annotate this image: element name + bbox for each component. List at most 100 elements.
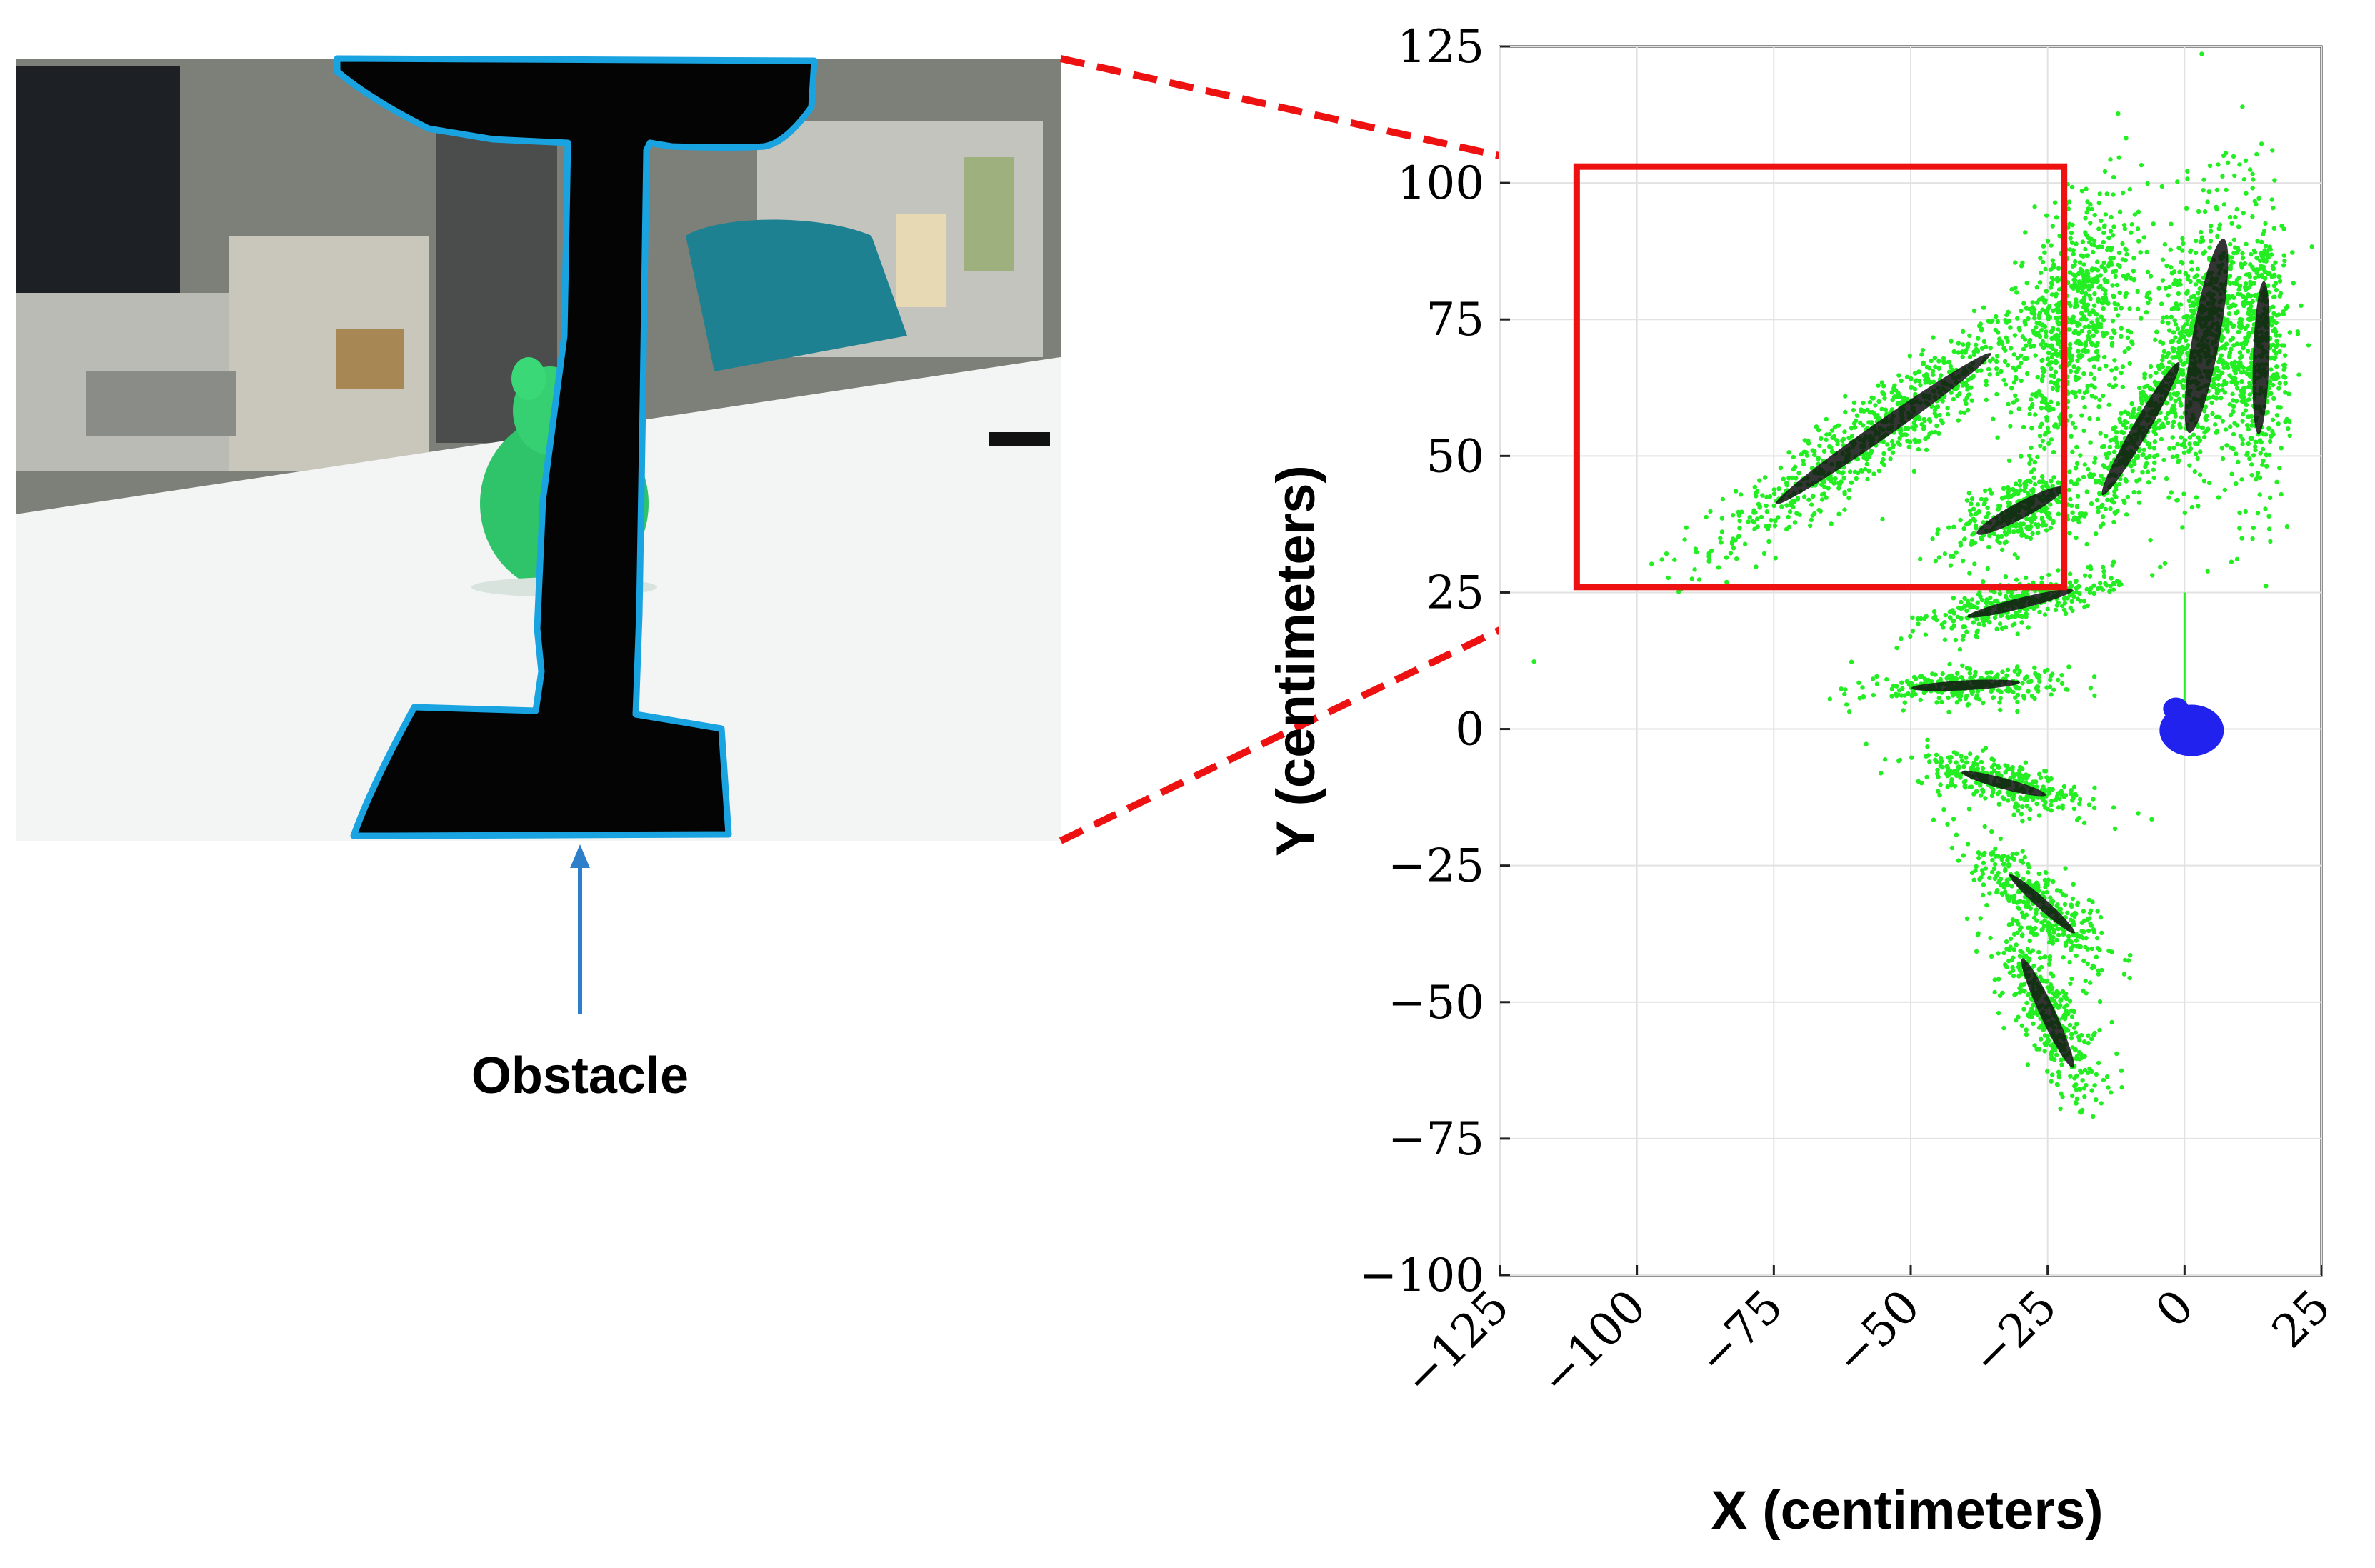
scatter-point — [2001, 346, 2006, 351]
scatter-point — [2051, 974, 2056, 979]
scatter-point — [2172, 318, 2177, 323]
scatter-point — [2056, 499, 2061, 504]
scatter-point — [2108, 229, 2114, 234]
scatter-point — [2195, 441, 2200, 446]
scatter-point — [1997, 700, 2002, 705]
scatter-point — [2226, 365, 2231, 370]
scatter-point — [1882, 396, 1887, 401]
scatter-point — [2227, 274, 2233, 279]
scatter-point — [2009, 957, 2014, 963]
scatter-point — [2121, 498, 2126, 503]
scatter-point — [2281, 253, 2286, 258]
scatter-point — [2241, 211, 2246, 216]
scatter-point — [1957, 697, 1963, 702]
scatter-point — [1939, 759, 1944, 765]
scatter-point — [2132, 461, 2137, 466]
scatter-point — [1995, 534, 2001, 539]
scatter-point — [2091, 472, 2096, 477]
scatter-point — [1842, 691, 1847, 696]
scatter-point — [1906, 426, 1911, 431]
scatter-point — [2175, 497, 2180, 503]
scatter-point — [2231, 398, 2236, 403]
scatter-point — [1898, 394, 1903, 399]
scatter-point — [2119, 306, 2124, 311]
scatter-point — [2136, 500, 2142, 505]
scatter-point — [1964, 498, 1970, 503]
scatter-point — [2089, 383, 2094, 388]
scatter-point — [2046, 350, 2051, 356]
scatter-point — [1979, 368, 1984, 373]
scatter-point — [2050, 484, 2055, 489]
scatter-point — [2095, 946, 2101, 951]
scatter-point — [1974, 693, 1979, 698]
scatter-point — [1991, 531, 1997, 536]
scatter-point — [2263, 221, 2268, 226]
scatter-point — [2210, 411, 2215, 416]
scatter-point — [2231, 237, 2237, 242]
scatter-point — [2120, 257, 2125, 262]
scatter-point — [2054, 1082, 2060, 1087]
scatter-point — [2059, 604, 2065, 609]
scatter-point — [2084, 1082, 2089, 1088]
scatter-point — [2081, 275, 2086, 280]
scatter-point — [2080, 1078, 2085, 1083]
scatter-point — [1730, 536, 1736, 541]
scatter-point — [1755, 524, 1760, 529]
scatter-point — [2220, 174, 2225, 179]
scatter-point — [2141, 452, 2146, 457]
scatter-point — [1806, 497, 1811, 502]
scatter-point — [2075, 320, 2080, 326]
scatter-point — [2125, 494, 2130, 500]
scatter-point — [1974, 949, 1979, 954]
scatter-point — [2013, 393, 2018, 398]
scatter-point — [1951, 524, 1956, 529]
scatter-point — [2024, 371, 2030, 376]
scatter-point — [2073, 394, 2079, 399]
scatter-point — [2220, 370, 2225, 375]
scatter-point — [2096, 200, 2101, 206]
scatter-point — [2070, 449, 2075, 454]
scatter-point — [2103, 506, 2108, 511]
scatter-point — [1974, 605, 1979, 610]
scatter-point — [2021, 899, 2026, 904]
scatter-point — [2271, 396, 2276, 401]
scatter-point — [2109, 1019, 2114, 1025]
scatter-point — [1859, 469, 1864, 474]
scatter-point — [2093, 479, 2099, 484]
scatter-point — [1881, 451, 1886, 456]
scatter-point — [2006, 500, 2011, 505]
scatter-point — [1991, 762, 1996, 767]
scatter-point — [1996, 765, 2001, 770]
scatter-point — [2253, 447, 2258, 453]
scatter-point — [2231, 409, 2236, 414]
scatter-point — [2045, 667, 2050, 673]
scatter-point — [1905, 439, 1910, 444]
scatter-point — [2170, 346, 2175, 351]
scatter-point — [2147, 445, 2152, 450]
scatter-point — [2004, 594, 2009, 599]
scatter-point — [1869, 420, 1874, 426]
scatter-point — [2016, 364, 2021, 369]
scatter-point — [1754, 564, 1759, 569]
scatter-point — [2071, 314, 2076, 319]
scatter-point — [2240, 411, 2246, 417]
scatter-point — [1946, 525, 1951, 530]
scatter-point — [2085, 947, 2090, 952]
scatter-point — [2081, 371, 2086, 376]
scatter-point — [2063, 1014, 2068, 1019]
scatter-point — [2036, 1047, 2042, 1052]
scatter-point — [1764, 503, 1769, 509]
scatter-point — [2231, 154, 2236, 159]
scatter-point — [2111, 500, 2116, 505]
scatter-point — [2037, 955, 2043, 961]
scatter-point — [2028, 479, 2033, 484]
scatter-point — [2169, 314, 2174, 319]
scatter-point — [2097, 366, 2102, 371]
scatter-point — [2069, 357, 2074, 363]
scatter-point — [1811, 494, 1816, 499]
scatter-point — [2066, 664, 2071, 669]
scatter-point — [2124, 425, 2129, 431]
scatter-point — [2187, 441, 2192, 446]
scatter-point — [1752, 484, 1757, 490]
